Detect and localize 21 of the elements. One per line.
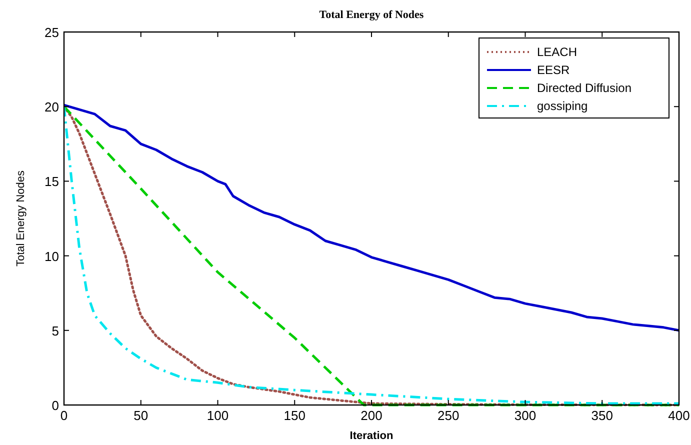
- y-tick-label: 0: [52, 398, 59, 413]
- legend-label: EESR: [537, 63, 570, 77]
- x-tick-label: 400: [668, 408, 690, 423]
- x-tick-label: 350: [591, 408, 613, 423]
- legend-label: LEACH: [537, 45, 578, 59]
- y-tick-label: 20: [44, 100, 59, 115]
- y-tick-label: 15: [44, 174, 59, 190]
- y-tick-label: 10: [44, 248, 59, 264]
- legend-label: Directed Diffusion: [537, 81, 632, 95]
- chart-title: Total Energy of Nodes: [319, 9, 424, 21]
- y-tick-label: 25: [44, 25, 59, 40]
- x-tick-label: 250: [438, 408, 460, 423]
- x-tick-label: 100: [206, 408, 229, 423]
- x-tick-label: 300: [514, 408, 536, 423]
- y-tick-label: 5: [52, 323, 59, 338]
- x-tick-label: 150: [284, 408, 306, 423]
- legend-label: gossiping: [537, 99, 588, 113]
- x-axis-title: Iteration: [350, 430, 394, 442]
- y-axis-title: Total Energy Nodes: [15, 170, 27, 266]
- x-tick-label: 200: [360, 408, 382, 423]
- x-tick-label: 50: [134, 408, 148, 423]
